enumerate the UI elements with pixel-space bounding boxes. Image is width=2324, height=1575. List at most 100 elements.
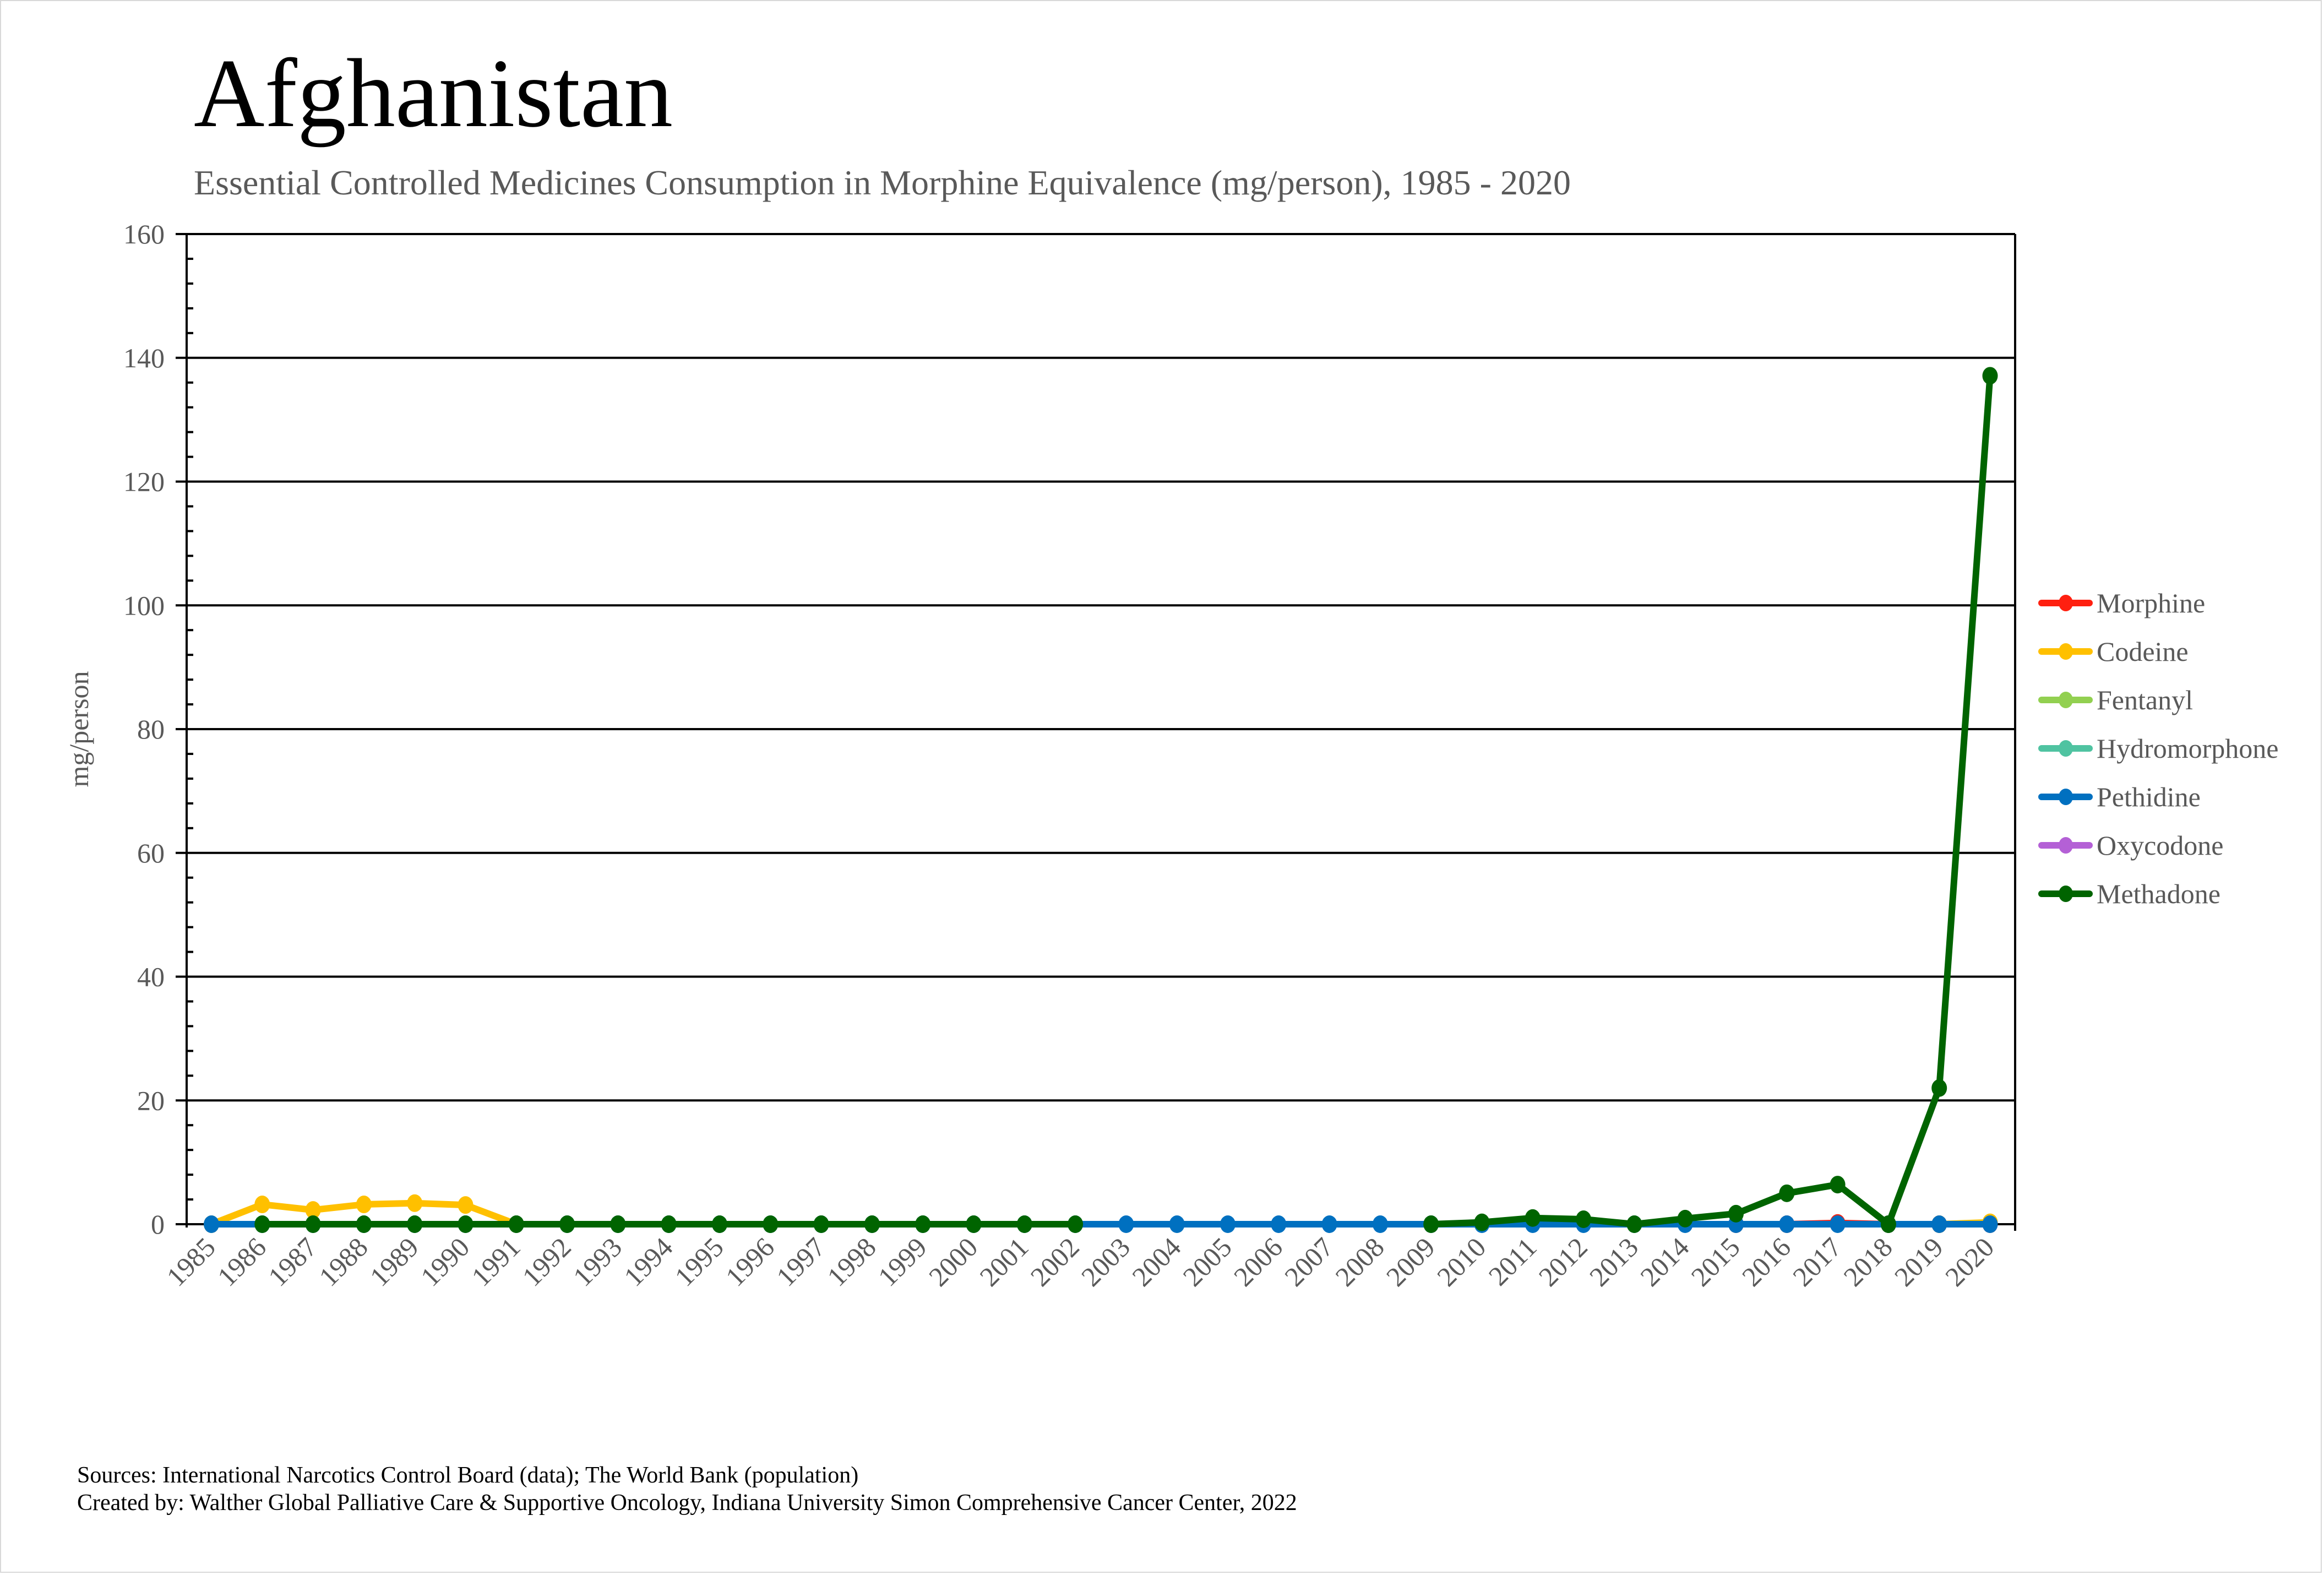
legend-swatch-marker — [2059, 837, 2073, 854]
legend: Morphine Codeine Fentanyl Hydromorphone Peth… — [2038, 588, 2279, 909]
series-methadone — [254, 367, 1998, 1233]
data-point — [712, 1215, 727, 1233]
legend-swatch-marker — [2059, 789, 2073, 805]
x-tick-label: 1993 — [567, 1231, 628, 1292]
data-point — [661, 1215, 677, 1233]
legend-label: Oxycodone — [2097, 830, 2224, 861]
data-point — [1830, 1176, 1846, 1194]
x-tick-label: 2006 — [1228, 1231, 1288, 1292]
data-point — [458, 1196, 473, 1214]
x-tick-label: 2020 — [1939, 1231, 2000, 1292]
data-point — [407, 1194, 423, 1212]
y-tick-label: 120 — [123, 466, 165, 497]
x-tick-label: 2001 — [973, 1231, 1034, 1292]
y-axis-title: mg/person — [63, 671, 94, 787]
data-point — [1576, 1210, 1592, 1229]
x-tick-label: 2013 — [1583, 1231, 1644, 1292]
x-tick-label: 2014 — [1634, 1231, 1695, 1292]
x-tick-label: 2008 — [1329, 1231, 1390, 1292]
data-point — [305, 1215, 321, 1233]
y-tick-label: 140 — [123, 343, 165, 373]
legend-item-pethidine: Pethidine — [2038, 781, 2201, 812]
data-point — [1016, 1215, 1032, 1233]
data-point — [915, 1215, 931, 1233]
data-point — [1626, 1215, 1642, 1233]
data-point — [356, 1215, 372, 1233]
axes — [176, 234, 2016, 1231]
footer-sources: Sources: International Narcotics Control… — [77, 1463, 859, 1488]
x-tick-label: 1994 — [618, 1231, 678, 1292]
legend-item-methadone: Methadone — [2038, 878, 2220, 909]
data-point — [1677, 1209, 1693, 1228]
data-point — [1931, 1215, 1947, 1233]
x-tick-label: 1989 — [364, 1231, 424, 1292]
series-line — [1428, 372, 1994, 1228]
data-point — [1321, 1215, 1337, 1233]
data-point — [610, 1215, 626, 1233]
data-point — [407, 1215, 423, 1233]
x-tick-label: 2005 — [1177, 1231, 1237, 1292]
x-tick-label: 1991 — [465, 1231, 526, 1292]
data-point — [1423, 1215, 1439, 1233]
data-point — [254, 1215, 270, 1233]
y-tick-label: 0 — [151, 1209, 165, 1240]
x-tick-label: 2017 — [1787, 1231, 1847, 1292]
x-tick-label: 2007 — [1278, 1231, 1339, 1292]
data-point — [1372, 1215, 1388, 1233]
legend-swatch-marker — [2059, 886, 2073, 902]
series-lines — [204, 367, 1998, 1233]
legend-label: Fentanyl — [2097, 685, 2193, 715]
data-point — [763, 1215, 779, 1233]
data-point — [966, 1215, 982, 1233]
legend-item-morphine: Morphine — [2038, 588, 2205, 618]
data-point — [1220, 1215, 1236, 1233]
data-point — [1931, 1079, 1947, 1097]
x-tick-label: 1995 — [668, 1231, 729, 1292]
data-point — [1880, 1215, 1896, 1233]
x-tick-label: 1985 — [160, 1231, 221, 1292]
x-tick-label: 2003 — [1075, 1231, 1136, 1292]
legend-swatch-marker — [2059, 643, 2073, 660]
x-tick-label: 1999 — [872, 1231, 933, 1292]
chart-title: Afghanistan — [194, 39, 673, 148]
data-point — [458, 1215, 473, 1233]
data-point — [1118, 1215, 1134, 1233]
legend-swatch-marker — [2059, 595, 2073, 611]
legend-swatch-marker — [2059, 740, 2073, 757]
legend-item-fentanyl: Fentanyl — [2038, 685, 2193, 715]
x-tick-label: 1996 — [720, 1231, 780, 1292]
legend-item-hydromorphone: Hydromorphone — [2038, 733, 2279, 764]
x-tick-label: 2000 — [923, 1231, 983, 1292]
y-tick-label: 40 — [137, 962, 165, 992]
y-tick-label: 60 — [137, 838, 165, 868]
x-tick-label: 1998 — [821, 1231, 881, 1292]
data-point — [864, 1215, 880, 1233]
x-tick-label: 2004 — [1126, 1231, 1187, 1292]
x-tick-label: 1988 — [313, 1231, 373, 1292]
legend-label: Pethidine — [2097, 781, 2201, 812]
data-point — [1779, 1184, 1795, 1202]
data-point — [1779, 1215, 1795, 1233]
x-tick-label: 2016 — [1736, 1231, 1797, 1292]
data-point — [1474, 1213, 1490, 1231]
x-tick-label: 1997 — [770, 1231, 831, 1292]
x-tick-label: 2011 — [1483, 1231, 1543, 1291]
x-tick-label: 2012 — [1533, 1231, 1593, 1292]
x-tick-labels: 1985198619871988198919901991199219931994… — [160, 1231, 2000, 1292]
y-tick-label: 20 — [137, 1085, 165, 1116]
footer-credit: Created by: Walther Global Palliative Ca… — [77, 1490, 1297, 1516]
data-point — [1068, 1215, 1084, 1233]
data-point — [1525, 1209, 1541, 1227]
legend-swatch-marker — [2059, 692, 2073, 708]
x-tick-label: 1992 — [516, 1231, 577, 1292]
data-point — [813, 1215, 829, 1233]
data-point — [204, 1215, 219, 1233]
y-tick-label: 80 — [137, 714, 165, 745]
chart-subtitle: Essential Controlled Medicines Consumpti… — [194, 163, 1571, 202]
y-tick-label: 160 — [123, 219, 165, 249]
x-tick-label: 1990 — [415, 1231, 475, 1292]
x-tick-label: 2015 — [1685, 1231, 1745, 1292]
legend-item-codeine: Codeine — [2038, 636, 2189, 667]
data-point — [1982, 1215, 1998, 1233]
